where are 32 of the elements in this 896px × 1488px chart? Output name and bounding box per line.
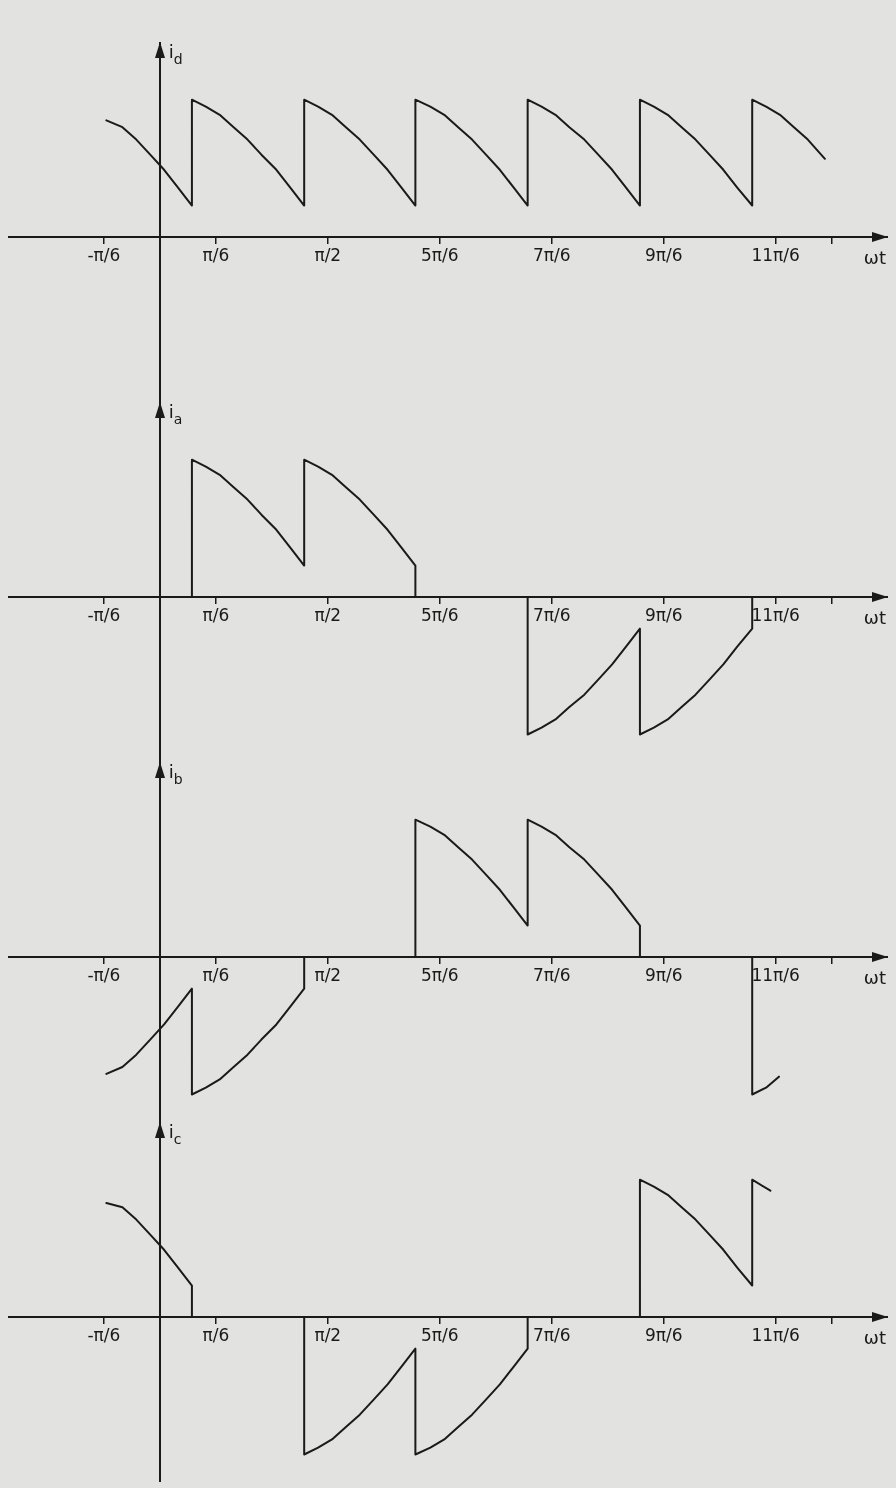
x-axis-title: ωt xyxy=(863,967,887,989)
x-tick-label: 9π/6 xyxy=(644,1324,683,1345)
x-tick-label: -π/6 xyxy=(87,964,121,985)
x-tick-label: 7π/6 xyxy=(532,244,571,265)
x-tick-label: 7π/6 xyxy=(532,1324,571,1345)
x-tick-label: π/6 xyxy=(202,604,230,625)
x-tick-label: 9π/6 xyxy=(644,604,683,625)
x-tick-label: 11π/6 xyxy=(751,1324,800,1345)
x-tick-label: 5π/6 xyxy=(420,604,459,625)
x-tick-label: -π/6 xyxy=(87,604,121,625)
x-tick-label: π/2 xyxy=(314,1324,342,1345)
x-tick-label: π/6 xyxy=(202,244,230,265)
x-tick-label: π/6 xyxy=(202,964,230,985)
x-tick-label: 5π/6 xyxy=(420,964,459,985)
x-tick-label: 11π/6 xyxy=(751,244,800,265)
x-tick-label: 5π/6 xyxy=(420,1324,459,1345)
x-tick-label: 9π/6 xyxy=(644,964,683,985)
x-axis-title: ωt xyxy=(863,1327,887,1349)
x-axis-title: ωt xyxy=(863,247,887,269)
x-tick-label: π/2 xyxy=(314,604,342,625)
x-tick-label: 11π/6 xyxy=(751,604,800,625)
x-tick-label: π/2 xyxy=(314,244,342,265)
x-tick-label: 9π/6 xyxy=(644,244,683,265)
x-tick-label: π/6 xyxy=(202,1324,230,1345)
x-tick-label: 11π/6 xyxy=(751,964,800,985)
x-tick-label: 7π/6 xyxy=(532,964,571,985)
x-tick-label: π/2 xyxy=(314,964,342,985)
x-tick-label: -π/6 xyxy=(87,1324,121,1345)
x-tick-label: 7π/6 xyxy=(532,604,571,625)
x-tick-label: -π/6 xyxy=(87,244,121,265)
x-tick-label: 5π/6 xyxy=(420,244,459,265)
x-axis-title: ωt xyxy=(863,607,887,629)
